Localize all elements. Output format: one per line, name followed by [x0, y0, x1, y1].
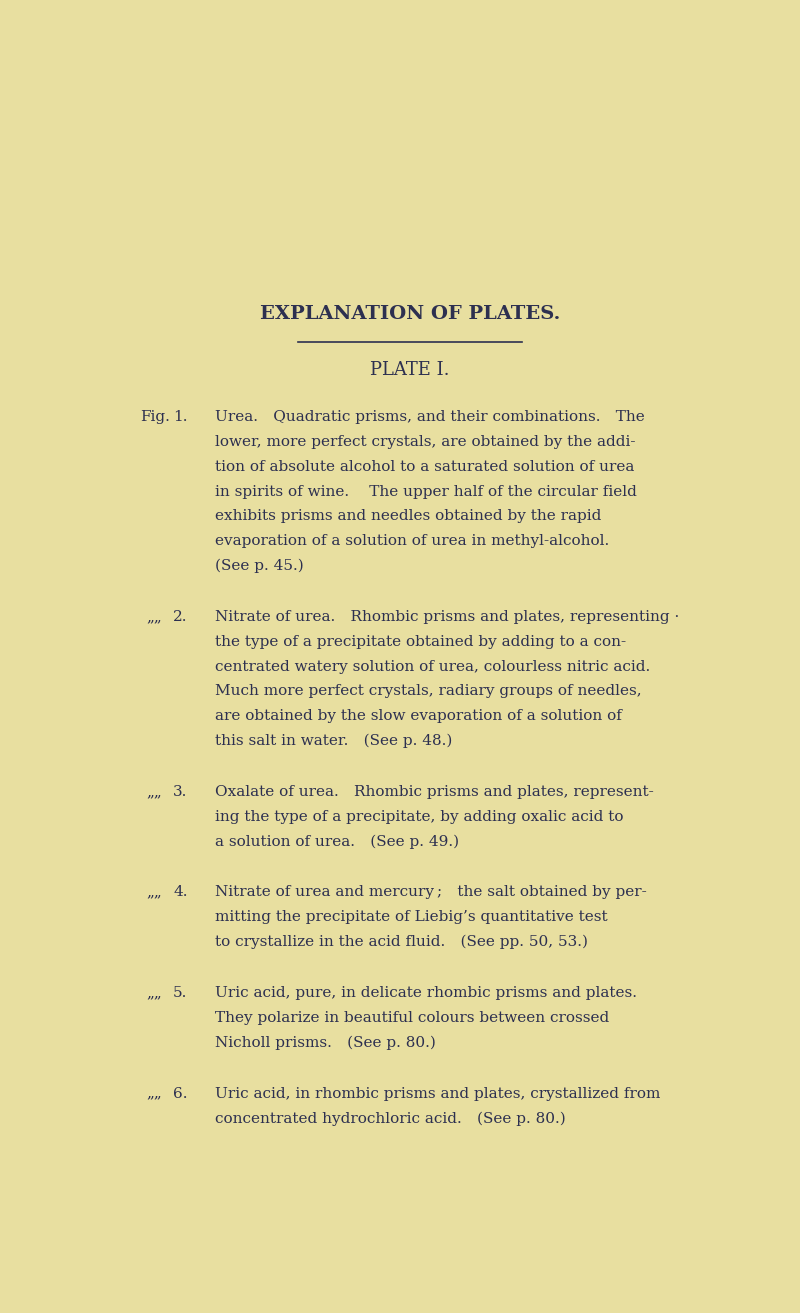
Text: lower, more perfect crystals, are obtained by the addi-: lower, more perfect crystals, are obtain… — [214, 435, 635, 449]
Text: Uric acid, in rhombic prisms and plates, crystallized from: Uric acid, in rhombic prisms and plates,… — [214, 1087, 660, 1100]
Text: to crystallize in the acid fluid. (See pp. 50, 53.): to crystallize in the acid fluid. (See p… — [214, 935, 588, 949]
Text: 3.: 3. — [173, 785, 187, 798]
Text: exhibits prisms and needles obtained by the rapid: exhibits prisms and needles obtained by … — [214, 509, 601, 524]
Text: ing the type of a precipitate, by adding oxalic acid to: ing the type of a precipitate, by adding… — [214, 810, 623, 823]
Text: „„: „„ — [146, 885, 162, 899]
Text: 4.: 4. — [173, 885, 188, 899]
Text: Nicholl prisms. (See p. 80.): Nicholl prisms. (See p. 80.) — [214, 1036, 435, 1050]
Text: evaporation of a solution of urea in methyl-alcohol.: evaporation of a solution of urea in met… — [214, 534, 609, 548]
Text: concentrated hydrochloric acid. (See p. 80.): concentrated hydrochloric acid. (See p. … — [214, 1111, 566, 1125]
Text: tion of absolute alcohol to a saturated solution of urea: tion of absolute alcohol to a saturated … — [214, 460, 634, 474]
Text: this salt in water. (See p. 48.): this salt in water. (See p. 48.) — [214, 734, 452, 748]
Text: Nitrate of urea and mercury ; the salt obtained by per-: Nitrate of urea and mercury ; the salt o… — [214, 885, 646, 899]
Text: Oxalate of urea. Rhombic prisms and plates, represent-: Oxalate of urea. Rhombic prisms and plat… — [214, 785, 654, 798]
Text: „„: „„ — [146, 1087, 162, 1100]
Text: Nitrate of urea. Rhombic prisms and plates, representing ·: Nitrate of urea. Rhombic prisms and plat… — [214, 611, 679, 624]
Text: (See p. 45.): (See p. 45.) — [214, 559, 303, 574]
Text: Urea. Quadratic prisms, and their combinations. The: Urea. Quadratic prisms, and their combin… — [214, 410, 645, 424]
Text: „„: „„ — [146, 986, 162, 1001]
Text: centrated watery solution of urea, colourless nitric acid.: centrated watery solution of urea, colou… — [214, 659, 650, 674]
Text: Fig.: Fig. — [140, 410, 170, 424]
Text: „„: „„ — [146, 785, 162, 798]
Text: PLATE I.: PLATE I. — [370, 361, 450, 379]
Text: „„: „„ — [146, 611, 162, 624]
Text: 1.: 1. — [173, 410, 188, 424]
Text: EXPLANATION OF PLATES.: EXPLANATION OF PLATES. — [260, 305, 560, 323]
Text: a solution of urea. (See p. 49.): a solution of urea. (See p. 49.) — [214, 835, 459, 848]
Text: Much more perfect crystals, radiary groups of needles,: Much more perfect crystals, radiary grou… — [214, 684, 642, 699]
Text: in spirits of wine.  The upper half of the circular field: in spirits of wine. The upper half of th… — [214, 484, 637, 499]
Text: 6.: 6. — [173, 1087, 188, 1100]
Text: 5.: 5. — [173, 986, 187, 1001]
Text: mitting the precipitate of Liebig’s quantitative test: mitting the precipitate of Liebig’s quan… — [214, 910, 607, 924]
Text: They polarize in beautiful colours between crossed: They polarize in beautiful colours betwe… — [214, 1011, 609, 1025]
Text: are obtained by the slow evaporation of a solution of: are obtained by the slow evaporation of … — [214, 709, 622, 723]
Text: 2.: 2. — [173, 611, 188, 624]
Text: the type of a precipitate obtained by adding to a con-: the type of a precipitate obtained by ad… — [214, 634, 626, 649]
Text: Uric acid, pure, in delicate rhombic prisms and plates.: Uric acid, pure, in delicate rhombic pri… — [214, 986, 637, 1001]
